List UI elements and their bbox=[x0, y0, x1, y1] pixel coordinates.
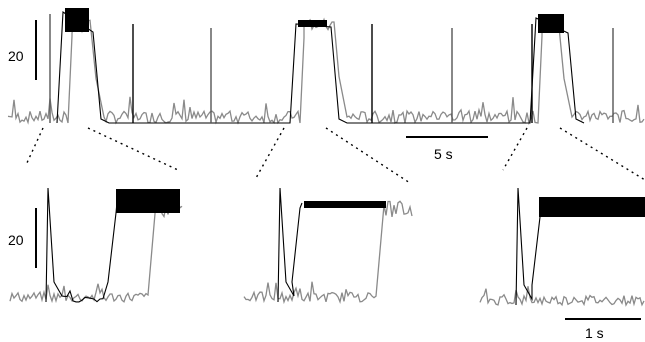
guide-1-right bbox=[87, 127, 179, 171]
bottom-time-scale-label: 1 s bbox=[585, 325, 604, 341]
bottom-3-black-plateau bbox=[539, 197, 645, 217]
top-y-scale-label: 20 bbox=[8, 48, 24, 64]
guide-1-left bbox=[25, 127, 44, 166]
bottom-1-grey-trace bbox=[9, 199, 183, 304]
top-spikes bbox=[49, 14, 614, 123]
top-black-plateau-1 bbox=[65, 8, 89, 32]
zoom-guides bbox=[25, 127, 645, 184]
bottom-y-scale-label: 20 bbox=[8, 232, 24, 248]
guide-2-right bbox=[325, 127, 411, 184]
bottom-1-black-plateau bbox=[116, 189, 180, 213]
top-panel: 20 5 s bbox=[7, 8, 645, 162]
top-black-plateau-2 bbox=[298, 20, 327, 27]
top-black-trace bbox=[56, 11, 585, 124]
bottom-2-black-plateau bbox=[304, 201, 386, 208]
bottom-panel-2 bbox=[243, 187, 413, 305]
bottom-panel-1: 20 bbox=[8, 187, 183, 304]
guide-2-left bbox=[255, 127, 285, 179]
top-black-plateau-3 bbox=[538, 14, 564, 33]
guide-3-right bbox=[559, 127, 645, 181]
top-time-scale-label: 5 s bbox=[434, 146, 453, 162]
top-black-plateaus bbox=[65, 8, 564, 33]
bottom-2-black-trace bbox=[277, 187, 303, 303]
bottom-panel-3: 1 s bbox=[479, 187, 645, 341]
bottom-3-grey-trace bbox=[479, 286, 645, 307]
bottom-2-grey-trace bbox=[243, 200, 413, 305]
bottom-1-black-trace bbox=[45, 187, 119, 303]
bottom-3-black-trace bbox=[515, 187, 543, 306]
guide-3-left bbox=[502, 127, 528, 171]
